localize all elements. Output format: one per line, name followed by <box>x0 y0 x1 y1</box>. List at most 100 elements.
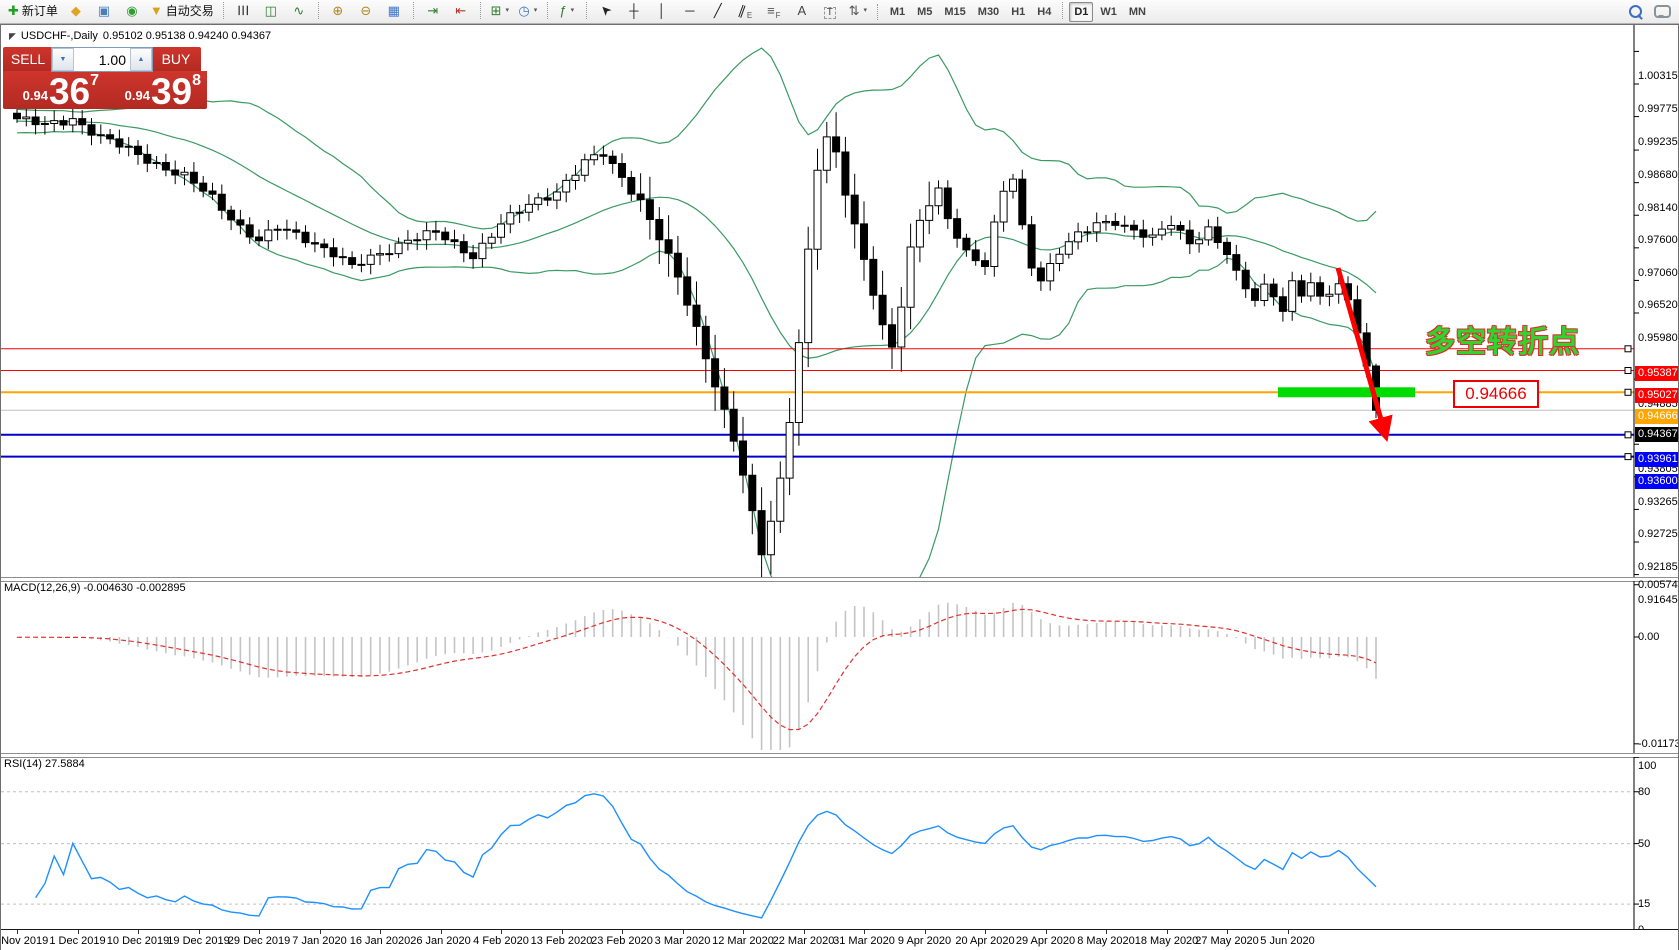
price-tick-label: 1.00315 <box>1638 70 1678 83</box>
date-label: 9 Apr 2020 <box>897 935 952 947</box>
toolbar-zoom-in-button[interactable]: ⊕ <box>324 0 352 21</box>
price-tick-label: 0.99235 <box>1638 135 1678 148</box>
sell-price-prefix: 0.94 <box>22 88 48 103</box>
date-label: 29 Dec 2019 <box>227 935 291 947</box>
timeframe-m1-button[interactable]: M1 <box>889 5 906 18</box>
price-badge-0.93961: 0.93961 <box>1635 451 1678 467</box>
price-tick-label: 0.97600 <box>1638 234 1678 247</box>
toolbar-line-chart-button[interactable]: ∿ <box>285 0 313 21</box>
toolbar-autotrading-button[interactable]: ▼ 自动交易 <box>146 0 218 21</box>
rsi-tick-label: 50 <box>1638 837 1651 850</box>
toolbar-metaeditor-button[interactable]: ◆ <box>62 0 90 21</box>
toolbar-crosshair-button[interactable]: ┼ <box>620 0 648 21</box>
macd-tick-label: -0.011738 <box>1638 737 1678 750</box>
date-tick <box>1227 930 1228 934</box>
timeframe-h4-button[interactable]: H4 <box>1037 5 1052 18</box>
timeframe-m15-button[interactable]: M15 <box>944 5 966 18</box>
toolbar-separator <box>585 1 587 19</box>
main-price-pane[interactable] <box>1 25 1679 578</box>
toolbar-equidistant-channel-button[interactable]: ∥ E <box>732 0 760 21</box>
date-tick <box>682 930 684 934</box>
support-zone-rectangle[interactable] <box>1278 387 1415 398</box>
new-chart-dropdown-caret: ▾ <box>505 7 510 15</box>
new-order-label: 新订单 <box>21 3 58 18</box>
toolbar-bar-chart-button[interactable]: ☰ <box>229 0 257 21</box>
buy-price-big: 39 <box>150 71 193 112</box>
toolbar-tile-windows-button[interactable]: ▦ <box>380 0 408 21</box>
toolbar-zoom-out-button[interactable]: ⊖ <box>352 0 380 21</box>
sell-price[interactable]: 0.94 36 7 <box>3 71 105 110</box>
toolbar-candlestick-chart-button[interactable]: ◫ <box>257 0 285 21</box>
pane-splitter-2[interactable] <box>1 753 1678 758</box>
toolbar-cursor-button[interactable]: ➤ <box>592 0 620 21</box>
rsi-tick-label: 80 <box>1638 785 1651 798</box>
toolbar-vertical-line-button[interactable]: │ <box>648 0 676 21</box>
chart-window[interactable]: ◤ USDCHF-,Daily 0.95102 0.95138 0.94240 … <box>0 24 1679 950</box>
timeframe-m5-button[interactable]: M5 <box>917 5 933 18</box>
timeframe-h1-button[interactable]: H1 <box>1011 5 1026 18</box>
toolbar-horizontal-line-button[interactable]: ─ <box>676 0 704 21</box>
macd-tick-label: 0.005744 <box>1638 578 1678 591</box>
turning-point-annotation[interactable]: 多空转折点 <box>1425 326 1580 359</box>
pane-splitter-1[interactable] <box>1 577 1678 582</box>
toolbar-terminal-button[interactable]: ▣ <box>90 0 118 21</box>
fibonacci-icon: ≡ <box>767 2 775 18</box>
signals-icon: ◉ <box>126 2 138 18</box>
sell-button[interactable]: SELL <box>3 47 53 71</box>
terminal-icon: ▣ <box>97 2 111 18</box>
timeframe-m30-button[interactable]: M30 <box>977 5 1000 18</box>
toolbar-fibonacci-button[interactable]: ≡ F <box>760 0 788 21</box>
volume-decrease-button[interactable]: ▼ <box>52 48 74 71</box>
date-label: 3 Mar 2020 <box>654 935 711 947</box>
vertical-line-icon: │ <box>657 2 666 18</box>
toolbar-text-button[interactable]: A <box>788 0 816 21</box>
level-handle-icon[interactable] <box>1624 388 1632 396</box>
level-handle-icon[interactable] <box>1624 367 1632 375</box>
timeframe-mn-button[interactable]: MN <box>1128 5 1146 18</box>
toolbar-new-chart-button[interactable]: ⊞ ▾ <box>486 0 514 21</box>
toolbar-text-label-button[interactable]: T <box>816 2 844 24</box>
toolbar-trendline-button[interactable]: ╱ <box>704 0 732 21</box>
price-flag-label[interactable]: 0.94666 <box>1453 380 1539 408</box>
level-handle-icon[interactable] <box>1624 431 1632 439</box>
new-chart-icon: ⊞ <box>490 2 502 18</box>
toolbar-groups: ✚ 新订单 ◆ ▣ ◉ ▼ 自动交易 ☰ ◫ ∿ ⊕ ⊖ ▦ ⇥ ⇤ ⊞ ▾ ◷ ▾ ƒ ▾ ➤ ┼ │ ─ ╱ ∥ E ≡ F A T ⇅ ▾ <box>4 0 872 24</box>
chart-symbol-period: USDCHF-,Daily <box>20 30 98 42</box>
toolbar-chart-shift-button[interactable]: ⇤ <box>447 0 475 21</box>
timeframe-w1-button[interactable]: W1 <box>1100 5 1117 18</box>
volume-increase-button[interactable]: ▲ <box>130 48 152 71</box>
buy-button[interactable]: BUY <box>151 47 201 71</box>
trend-arrow[interactable] <box>1335 267 1393 443</box>
cursor-icon: ➤ <box>596 1 615 20</box>
chart-title: ◤ USDCHF-,Daily 0.95102 0.95138 0.94240 … <box>9 30 271 42</box>
timeframe-d1-button[interactable]: D1 <box>1069 1 1094 22</box>
toolbar-indicators-button[interactable]: ƒ ▾ <box>553 0 581 21</box>
macd-pane[interactable] <box>1 581 1679 753</box>
toolbar-auto-scroll-button[interactable]: ⇥ <box>419 0 447 21</box>
level-handle-icon[interactable] <box>1624 345 1632 353</box>
date-tick <box>622 930 623 934</box>
toolbar-signals-button[interactable]: ◉ <box>118 0 146 21</box>
rsi-tick-label: 100 <box>1638 760 1657 772</box>
volume-input[interactable] <box>74 48 130 71</box>
date-label: 20 Apr 2020 <box>955 935 1015 947</box>
profiles-clock-icon: ◷ <box>518 2 530 18</box>
buy-price[interactable]: 0.94 39 8 <box>102 71 207 112</box>
date-tick <box>319 930 321 934</box>
date-label: 29 Apr 2020 <box>1015 935 1076 947</box>
toolbar-arrows-button[interactable]: ⇅ ▾ <box>844 0 872 21</box>
macd-histogram <box>16 602 1377 750</box>
search-icon[interactable] <box>1629 5 1642 18</box>
trendline-icon: ╱ <box>713 2 722 18</box>
date-label: 27 May 2020 <box>1195 935 1259 947</box>
toolbar-new-order-button[interactable]: ✚ 新订单 <box>4 0 62 21</box>
toolbar-profiles-clock-button[interactable]: ◷ ▾ <box>514 0 542 21</box>
level-handle-icon[interactable] <box>1624 453 1632 461</box>
toolbar-separator <box>876 3 879 20</box>
chat-icon[interactable] <box>1654 5 1671 18</box>
date-label: 4 Feb 2020 <box>473 935 529 947</box>
date-label: 16 Jan 2020 <box>349 935 411 947</box>
rsi-pane[interactable] <box>1 757 1679 929</box>
price-badge-0.95027: 0.95027 <box>1635 387 1678 403</box>
